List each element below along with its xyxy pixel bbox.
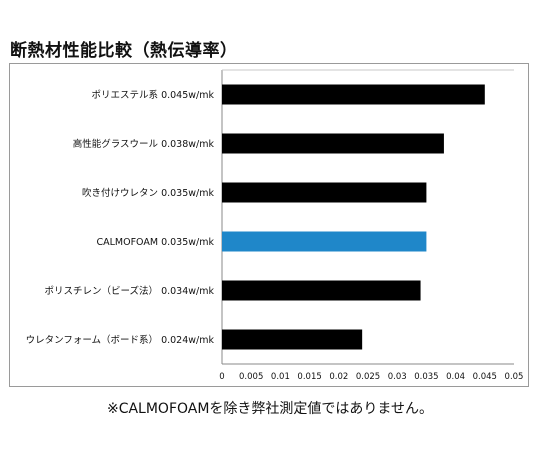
x-tick-label-2: 0.01 [271,372,290,382]
bar-5 [222,280,421,301]
x-tick-label-0: 0 [219,372,224,382]
category-label-4: CALMOFOAM 0.035w/mk [96,237,214,248]
x-tick-label-4: 0.02 [329,372,348,382]
bar-1 [222,84,485,105]
bar-6 [222,329,363,350]
chart-bars [222,84,485,350]
category-labels: ポリエステル系 0.045w/mk 高性能グラスウール 0.038w/mk 吹き付け… [26,90,215,346]
x-tick-label-6: 0.03 [388,372,407,382]
category-label-1: ポリエステル系 0.045w/mk [92,90,215,101]
category-label-2: 高性能グラスウール 0.038w/mk [73,138,215,150]
x-tick-labels: 0 0.005 0.01 0.015 0.02 0.025 0.03 0.035 0.04 0.0… [219,372,523,382]
x-tick-label-9: 0.045 [473,372,497,382]
x-tick-label-5: 0.025 [356,372,380,382]
category-label-6: ウレタンフォーム（ボード系） 0.024w/mk [26,334,215,346]
x-tick-label-8: 0.04 [446,372,465,382]
bar-4 [222,231,427,252]
bar-3 [222,182,427,203]
category-label-3: 吹き付けウレタン 0.035w/mk [82,187,214,199]
category-label-5: ポリスチレン（ビーズ法） 0.034w/mk [45,285,215,297]
chart-title: 断熱材性能比較（熱伝導率） [10,41,238,61]
footnote: ※CALMOFOAMを除き弊社測定値ではありません。 [106,401,434,417]
bar-2 [222,133,444,154]
x-tick-label-10: 0.05 [505,372,524,382]
x-tick-label-7: 0.035 [414,372,438,382]
x-tick-label-3: 0.015 [297,372,321,382]
x-tick-label-1: 0.005 [239,372,263,382]
chart-axes [221,69,514,365]
